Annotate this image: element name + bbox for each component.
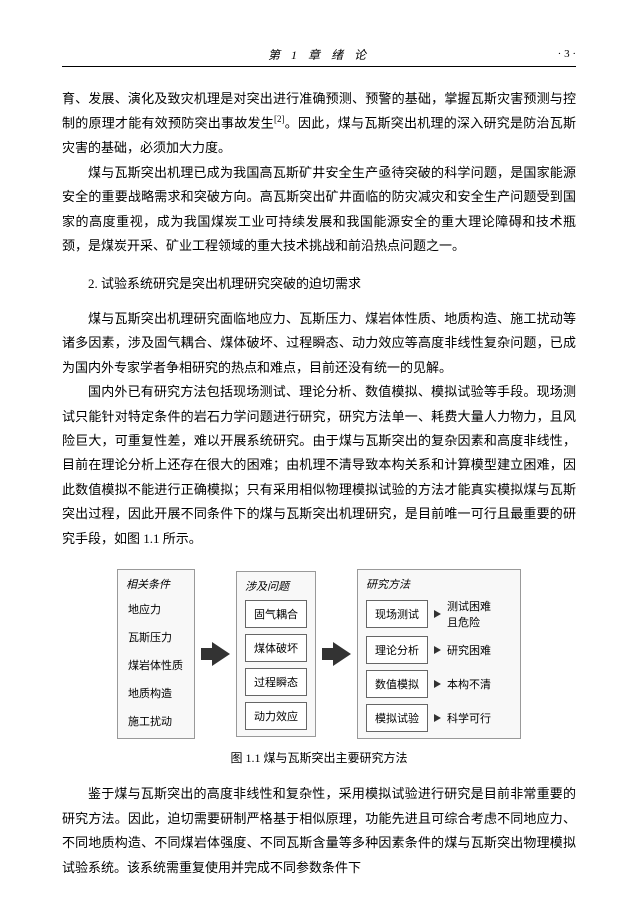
method-row: 模拟试验 科学可行: [366, 704, 512, 732]
diagram-col-issues: 涉及问题 固气耦合煤体破坏过程瞬态动力效应: [236, 571, 316, 737]
body-content-2: 鉴于煤与瓦斯突出的高度非线性和复杂性，采用模拟试验进行研究是目前非常重要的研究方…: [62, 782, 576, 880]
col2-title: 涉及问题: [245, 578, 307, 594]
arrow-1: [201, 642, 230, 666]
small-arrow-icon: [434, 714, 441, 722]
paragraph-5: 鉴于煤与瓦斯突出的高度非线性和复杂性，采用模拟试验进行研究是目前非常重要的研究方…: [62, 782, 576, 880]
method-item: 理论分析: [366, 636, 428, 664]
citation-2: [2]: [274, 114, 285, 124]
paragraph-2: 煤与瓦斯突出机理已成为我国高瓦斯矿井安全生产亟待突破的科学问题，是国家能源安全的…: [62, 161, 576, 259]
issue-item: 过程瞬态: [245, 668, 307, 696]
condition-item: 瓦斯压力: [126, 626, 186, 648]
page-header: 第 1 章 绪 论 · 3 ·: [62, 48, 576, 67]
col1-title: 相关条件: [126, 576, 186, 592]
issue-item: 煤体破坏: [245, 634, 307, 662]
paragraph-1: 育、发展、演化及致灾机理是对突出进行准确预测、预警的基础，掌握瓦斯灾害预测与控制…: [62, 87, 576, 161]
condition-item: 煤岩体性质: [126, 654, 186, 676]
method-note: 本构不清: [447, 676, 491, 692]
col3-title: 研究方法: [366, 576, 512, 592]
condition-item: 地应力: [126, 598, 186, 620]
diagram-col-methods: 研究方法 现场测试测试困难且危险理论分析研究困难数值模拟本构不清模拟试验科学可行: [357, 569, 521, 739]
arrow-2: [322, 642, 351, 666]
method-note: 测试困难且危险: [447, 598, 491, 630]
method-row: 现场测试测试困难且危险: [366, 598, 512, 630]
method-note: 研究困难: [447, 642, 491, 658]
condition-item: 施工扰动: [126, 710, 186, 732]
page-number: · 3 ·: [558, 48, 576, 60]
small-arrow-icon: [434, 646, 441, 654]
figure-caption: 图 1.1 煤与瓦斯突出主要研究方法: [62, 749, 576, 766]
body-content: 育、发展、演化及致灾机理是对突出进行准确预测、预警的基础，掌握瓦斯灾害预测与控制…: [62, 87, 576, 551]
small-arrow-icon: [434, 610, 441, 618]
chapter-title: 第 1 章 绪 论: [268, 46, 370, 63]
figure-1-1: 相关条件 地应力瓦斯压力煤岩体性质地质构造施工扰动 涉及问题 固气耦合煤体破坏过…: [62, 569, 576, 739]
method-item: 数值模拟: [366, 670, 428, 698]
section-heading-2: 2. 试验系统研究是突出机理研究突破的迫切需求: [62, 272, 576, 296]
method-note: 科学可行: [447, 710, 491, 726]
paragraph-3: 煤与瓦斯突出机理研究面临地应力、瓦斯压力、煤岩体性质、地质构造、施工扰动等诸多因…: [62, 307, 576, 380]
method-item: 模拟试验: [366, 704, 428, 732]
method-row: 理论分析 研究困难: [366, 636, 512, 664]
small-arrow-icon: [434, 680, 441, 688]
paragraph-4: 国内外已有研究方法包括现场测试、理论分析、数值模拟、模拟试验等手段。现场测试只能…: [62, 380, 576, 551]
method-item: 现场测试: [366, 600, 428, 628]
issue-item: 动力效应: [245, 702, 307, 730]
diagram-col-conditions: 相关条件 地应力瓦斯压力煤岩体性质地质构造施工扰动: [117, 569, 195, 739]
issue-item: 固气耦合: [245, 600, 307, 628]
condition-item: 地质构造: [126, 682, 186, 704]
method-row: 数值模拟 本构不清: [366, 670, 512, 698]
